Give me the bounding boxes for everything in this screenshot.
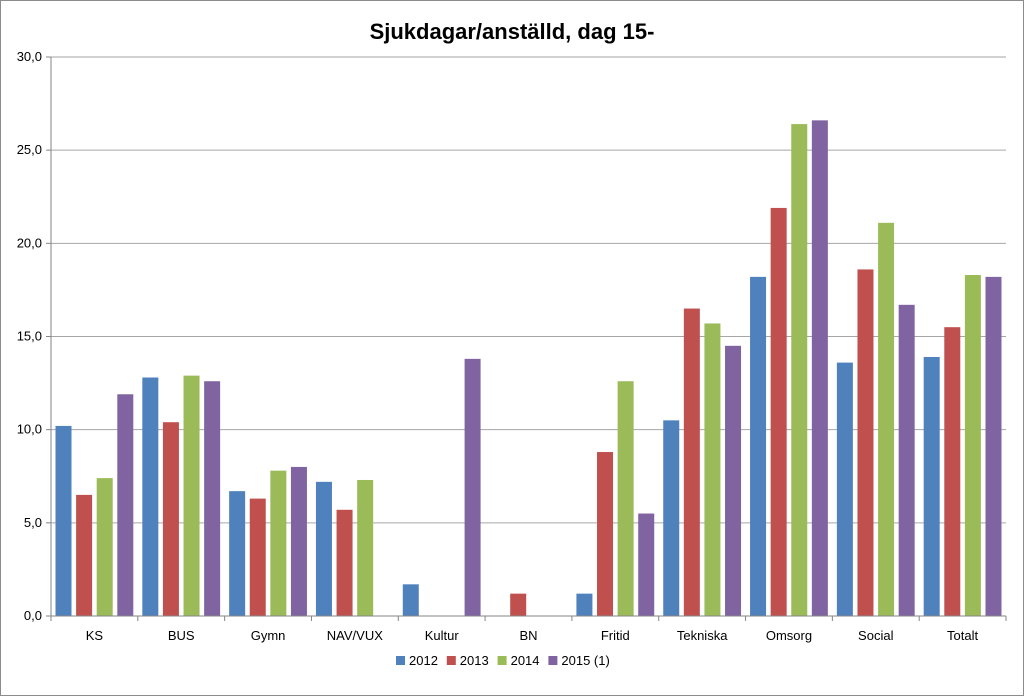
bar-tekniska-2012 <box>663 420 680 616</box>
chart-title: Sjukdagar/anställd, dag 15- <box>370 19 655 44</box>
bar-omsorg-2012 <box>750 276 767 616</box>
legend-swatch <box>446 656 456 665</box>
x-tick-label: BUS <box>168 628 195 643</box>
x-tick-label: NAV/VUX <box>327 628 383 643</box>
bar-nav-vux-2014 <box>357 479 374 616</box>
y-tick-label: 10,0 <box>17 422 42 437</box>
bar-gymn-2013 <box>249 498 266 616</box>
legend-label: 2012 <box>409 653 438 668</box>
bar-gymn-2014 <box>270 470 287 616</box>
bar-omsorg-2015-1 <box>811 120 828 616</box>
y-tick-label: 5,0 <box>24 515 42 530</box>
x-axis <box>50 57 1007 621</box>
bar-social-2015-1 <box>898 304 915 616</box>
bar-bus-2015-1 <box>204 381 221 616</box>
x-tick-label: Social <box>858 628 894 643</box>
legend-swatch <box>396 656 405 665</box>
bar-social-2012 <box>836 362 853 616</box>
bar-omsorg-2014 <box>791 124 808 616</box>
x-tick-label: Totalt <box>947 628 978 643</box>
bar-totalt-2015-1 <box>985 276 1002 616</box>
bar-tekniska-2013 <box>683 308 700 616</box>
bar-gymn-2015-1 <box>290 466 307 616</box>
bar-social-2013 <box>857 269 874 616</box>
x-axis-tick-labels: KS BUS Gymn NAV/VUX Kultur BN Fritid Tekniska Om… <box>86 628 979 643</box>
bar-tekniska-2014 <box>704 323 721 616</box>
bar-bn-2013 <box>510 593 527 616</box>
bar-ks-2015-1 <box>117 394 134 616</box>
bar-totalt-2013 <box>944 327 961 616</box>
bar-bus-2013 <box>162 422 179 616</box>
x-tick-label: Fritid <box>601 628 630 643</box>
bar-kultur-2012 <box>402 584 419 616</box>
bar-fritid-2015-1 <box>638 513 655 616</box>
bar-gymn-2012 <box>229 491 246 616</box>
x-tick-label: BN <box>519 628 537 643</box>
legend-label: 2013 <box>460 653 489 668</box>
legend-label: 2014 <box>511 653 540 668</box>
y-tick-label: 15,0 <box>17 329 42 344</box>
legend-swatch <box>548 656 558 665</box>
bar-omsorg-2013 <box>770 207 787 616</box>
y-tick-label: 30,0 <box>17 49 42 64</box>
y-tick-label: 0,0 <box>24 608 42 623</box>
bar-fritid-2014 <box>617 381 634 616</box>
legend: 2012 2013 2014 2015 (1) <box>396 653 610 668</box>
x-tick-label: Omsorg <box>766 628 812 643</box>
bars <box>55 120 1002 616</box>
bar-fritid-2012 <box>576 593 593 616</box>
bar-totalt-2014 <box>964 275 981 616</box>
x-tick-label: Tekniska <box>677 628 728 643</box>
bar-ks-2013 <box>76 494 93 616</box>
y-tick-label: 25,0 <box>17 142 42 157</box>
x-tick-label: KS <box>86 628 104 643</box>
bar-kultur-2015-1 <box>464 358 481 616</box>
x-tick-label: Kultur <box>425 628 460 643</box>
legend-label: 2015 (1) <box>561 653 609 668</box>
legend-swatch <box>497 656 507 665</box>
bar-nav-vux-2012 <box>315 481 332 616</box>
bar-totalt-2012 <box>923 356 940 616</box>
bar-bus-2014 <box>183 375 200 616</box>
bar-ks-2014 <box>96 478 113 616</box>
bar-nav-vux-2013 <box>336 509 353 616</box>
x-tick-label: Gymn <box>251 628 286 643</box>
bar-ks-2012 <box>55 425 72 616</box>
bar-bus-2012 <box>142 377 159 616</box>
bar-social-2014 <box>878 222 895 616</box>
bar-tekniska-2015-1 <box>725 345 742 616</box>
y-tick-label: 20,0 <box>17 235 42 250</box>
y-axis-ticks: 0,0 5,0 10,0 15,0 20,0 25,0 30,0 <box>17 49 51 623</box>
bar-fritid-2013 <box>597 452 614 616</box>
